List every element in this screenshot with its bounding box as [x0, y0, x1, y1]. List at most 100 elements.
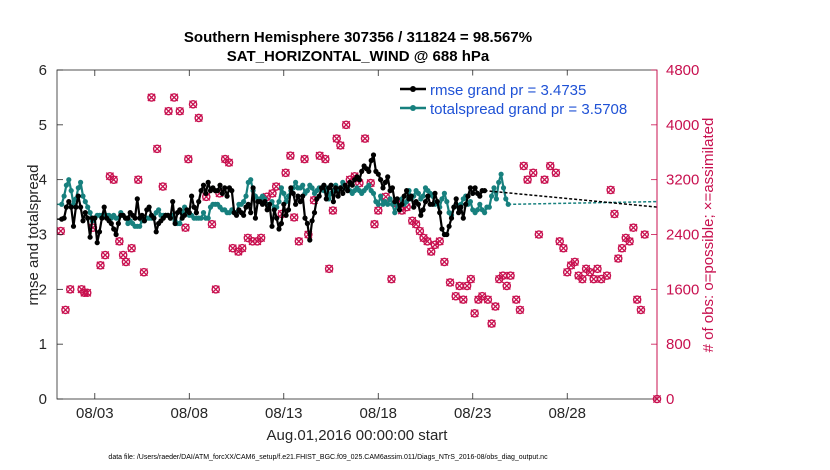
obs-assimilated-point: [80, 288, 89, 297]
obs-assimilated-point: [360, 134, 370, 143]
obs-assimilated-point: [459, 295, 468, 304]
series-point: [186, 210, 192, 216]
chart-title: Southern Hemisphere 307356 / 311824 = 98…: [184, 29, 532, 46]
obs-assimilated-point: [640, 230, 649, 239]
obs-possible-point: [181, 223, 190, 232]
series-point: [309, 185, 315, 191]
series-point: [134, 196, 140, 202]
obs-possible-point: [435, 237, 444, 246]
series-point: [448, 215, 455, 221]
series-point: [80, 218, 86, 224]
series-point: [300, 193, 306, 199]
y-left-tick-label: 3: [39, 227, 47, 244]
obs-possible-point: [152, 144, 162, 154]
obs-assimilated-point: [56, 227, 65, 236]
obs-assimilated-point: [127, 244, 136, 253]
series-point: [113, 231, 119, 238]
x-axis-label: Aug.01,2016 00:00:00 start: [267, 427, 449, 444]
obs-marker: [175, 106, 185, 116]
obs-assimilated-point: [411, 220, 421, 229]
series-point: [101, 204, 107, 210]
obs-assimilated-point: [61, 305, 70, 314]
obs-assimilated-point: [281, 168, 290, 177]
series-point: [99, 215, 105, 221]
obs-marker: [640, 230, 650, 239]
obs-assimilated-point: [387, 274, 396, 284]
obs-marker: [551, 168, 561, 178]
obs-marker: [139, 267, 149, 277]
obs-assimilated-point: [519, 161, 528, 171]
obs-possible-point: [96, 261, 105, 270]
obs-marker: [321, 154, 330, 164]
series-point: [267, 201, 273, 207]
obs-assimilated-point: [139, 268, 148, 277]
obs-marker: [96, 261, 105, 270]
obs-assimilated-point: [321, 155, 330, 164]
obs-possible-point: [286, 151, 295, 160]
obs-possible-point: [613, 254, 623, 263]
series-point: [63, 204, 69, 210]
obs-assimilated-point: [559, 244, 568, 253]
series-point: [415, 190, 421, 196]
series-point: [111, 226, 117, 232]
obs-assimilated-point: [446, 278, 455, 287]
series-point: [132, 215, 138, 221]
series-point: [85, 204, 91, 210]
obs-assimilated-point: [589, 274, 598, 284]
series-point: [281, 201, 287, 207]
series-point: [380, 185, 386, 191]
series-point: [274, 215, 280, 221]
obs-possible-point: [328, 206, 338, 215]
obs-marker: [211, 285, 221, 294]
obs-assimilated-point: [121, 257, 131, 266]
obs-marker: [519, 161, 529, 171]
obs-marker: [511, 295, 521, 304]
obs-possible-point: [523, 175, 532, 184]
series-point: [262, 199, 268, 205]
obs-assimilated-point: [175, 107, 184, 116]
legend-rmse-label: rmse grand pr = 3.4735: [430, 82, 586, 99]
obs-possible-point: [373, 206, 383, 215]
series-point: [500, 185, 507, 191]
obs-possible-point: [224, 158, 234, 167]
series-point: [73, 204, 79, 210]
obs-marker: [632, 295, 642, 304]
series-point: [203, 190, 209, 196]
plot-area: [57, 70, 657, 399]
series-point: [215, 188, 221, 194]
series-point: [463, 201, 469, 207]
obs-possible-point: [466, 274, 476, 284]
obs-marker: [294, 237, 304, 246]
series-point: [385, 201, 391, 207]
series-point: [356, 177, 362, 183]
obs-assimilated-point: [502, 281, 511, 290]
series-point: [248, 210, 254, 216]
obs-marker: [360, 134, 370, 143]
series-point: [78, 204, 84, 210]
obs-possible-point: [578, 274, 587, 284]
obs-marker: [61, 305, 70, 315]
series-point: [78, 179, 84, 185]
series-point: [70, 223, 77, 229]
x-tick-label: 08/18: [359, 405, 397, 422]
obs-possible-point: [370, 219, 379, 229]
obs-possible-point: [511, 295, 521, 304]
series-point: [229, 188, 235, 194]
obs-marker: [602, 271, 612, 280]
series-point: [396, 207, 403, 213]
series-point: [366, 182, 372, 188]
obs-possible-point: [175, 106, 185, 116]
obs-assimilated-point: [512, 295, 521, 304]
series-point: [311, 210, 318, 216]
obs-marker: [423, 237, 432, 246]
series-point: [241, 199, 247, 205]
obs-marker: [570, 257, 580, 267]
obs-assimilated-point: [487, 319, 496, 328]
series-point: [125, 215, 131, 221]
obs-possible-point: [458, 295, 468, 304]
obs-marker: [164, 106, 173, 116]
series-point: [316, 193, 322, 199]
obs-marker: [466, 274, 476, 284]
chart-subtitle: SAT_HORIZONTAL_WIND @ 688 hPa: [227, 48, 490, 65]
obs-assimilated-point: [300, 155, 309, 164]
